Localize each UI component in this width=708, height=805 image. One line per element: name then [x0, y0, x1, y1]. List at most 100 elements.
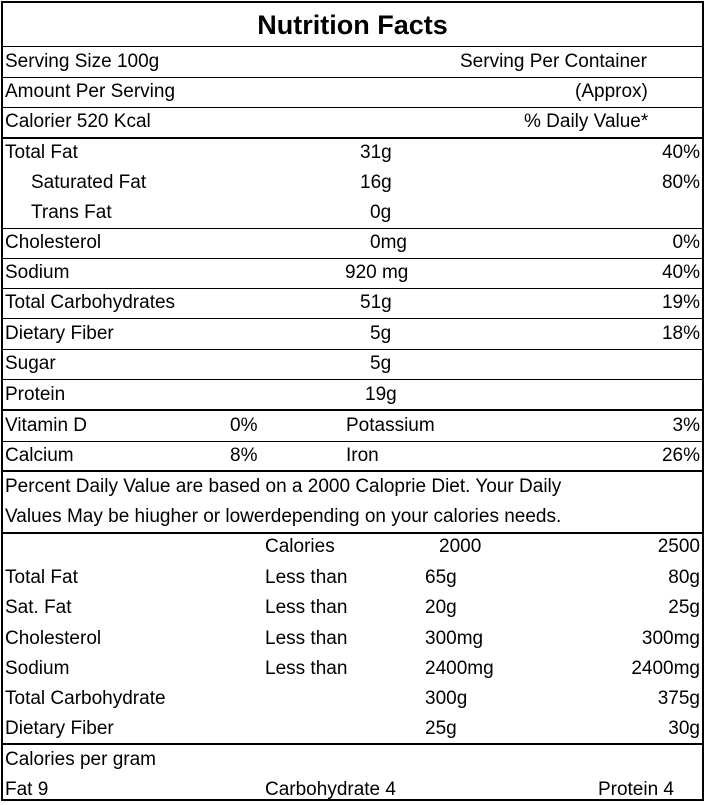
reference-value-2000: 2400mg: [425, 658, 494, 679]
nutrient-daily-value: 80%: [661, 172, 700, 193]
approx-note: (Approx): [575, 81, 648, 102]
divider: [3, 77, 702, 78]
nutrient-amount: 31g: [360, 142, 392, 163]
reference-value-2500: 300mg: [641, 628, 700, 649]
reference-limit: Less than: [265, 567, 348, 588]
amount-per-serving: Amount Per Serving: [5, 81, 176, 102]
divider: [3, 379, 702, 380]
nutrient-row: Trans Fat 0g: [3, 198, 702, 228]
thick-divider: [3, 532, 702, 534]
reference-row: Total Carbohydrate 300g 375g: [3, 684, 702, 714]
footnote-line: Values May be hiugher or lowerdepending …: [3, 502, 702, 532]
reference-row: Total Fat Less than 65g 80g: [3, 563, 702, 593]
nutrient-amount: 0g: [370, 202, 392, 223]
divider: [3, 228, 702, 229]
nutrient-daily-value: 40%: [661, 262, 700, 283]
servings-per-container: Serving Per Container: [460, 51, 647, 72]
vitamin-row: Vitamin D 0% Potassium 3%: [3, 411, 702, 441]
reference-limit: Less than: [265, 658, 348, 679]
reference-value-2500: 30g: [668, 718, 700, 739]
nutrient-name: Trans Fat: [31, 202, 112, 223]
reference-value-2000: 65g: [425, 567, 457, 588]
nutrient-amount: 51g: [360, 292, 392, 313]
nutrient-name: Sodium: [5, 262, 70, 283]
reference-nutrient: Total Carbohydrate: [5, 688, 166, 709]
reference-header-2000: 2000: [439, 536, 482, 557]
nutrient-row: Sugar 5g: [3, 349, 702, 379]
calories-per-gram-row: Calories per gram: [3, 745, 702, 775]
reference-value-2000: 25g: [425, 718, 457, 739]
reference-value-2000: 300mg: [425, 628, 484, 649]
reference-value-2500: 375g: [657, 688, 700, 709]
nutrient-name: Total Fat: [5, 142, 78, 163]
divider: [3, 107, 702, 108]
nutrient-name: Cholesterol: [5, 232, 102, 253]
nutrient-amount: 19g: [365, 384, 397, 405]
reference-nutrient: Sat. Fat: [5, 597, 72, 618]
vitamin-value: 8%: [230, 445, 258, 466]
protein-calories-per-gram: Protein 4: [597, 779, 674, 800]
mineral-name: Potassium: [346, 415, 435, 436]
reference-value-2000: 300g: [425, 688, 468, 709]
reference-row: Sat. Fat Less than 20g 25g: [3, 593, 702, 623]
serving-size-row: Serving Size 100g Serving Per Container: [3, 47, 702, 77]
nutrient-daily-value: 40%: [661, 142, 700, 163]
reference-limit: Less than: [265, 597, 348, 618]
reference-header-2500: 2500: [657, 536, 700, 557]
reference-nutrient: Dietary Fiber: [5, 718, 114, 739]
thick-divider: [3, 137, 702, 139]
nutrient-daily-value: 0%: [672, 232, 700, 253]
fat-calories-per-gram: Fat 9: [5, 779, 49, 800]
footnote-text: Percent Daily Value are based on a 2000 …: [5, 476, 562, 497]
nutrient-amount: 920 mg: [345, 262, 409, 283]
reference-value-2500: 80g: [668, 567, 700, 588]
mineral-value: 3%: [672, 415, 700, 436]
nutrient-amount: 5g: [370, 323, 392, 344]
nutrient-name: Protein: [5, 384, 66, 405]
reference-nutrient: Cholesterol: [5, 628, 102, 649]
nutrient-daily-value: 19%: [661, 292, 700, 313]
daily-value-header: % Daily Value*: [524, 111, 649, 132]
divider: [3, 258, 702, 259]
nutrient-name: Dietary Fiber: [5, 323, 114, 344]
nutrient-row: Total Fat 31g 40%: [3, 138, 702, 168]
nutrient-amount: 16g: [360, 172, 392, 193]
footnote-line: Percent Daily Value are based on a 2000 …: [3, 472, 702, 502]
carbohydrate-calories-per-gram: Carbohydrate 4: [265, 779, 396, 800]
vitamin-name: Calcium: [5, 445, 74, 466]
reference-nutrient: Sodium: [5, 658, 70, 679]
amount-per-serving-row: Amount Per Serving (Approx): [3, 77, 702, 107]
vitamin-value: 0%: [230, 415, 258, 436]
calories-per-gram-label: Calories per gram: [5, 749, 156, 770]
divider: [3, 318, 702, 319]
divider: [3, 441, 702, 442]
nutrient-row: Total Carbohydrates 51g 19%: [3, 288, 702, 318]
nutrient-row: Sodium 920 mg 40%: [3, 258, 702, 288]
footnote-text: Values May be hiugher or lowerdepending …: [5, 506, 562, 527]
nutrient-name: Saturated Fat: [31, 172, 147, 193]
calories-row: Calorier 520 Kcal % Daily Value*: [3, 107, 702, 137]
reference-value-2000: 20g: [425, 597, 457, 618]
nutrient-name: Sugar: [5, 353, 56, 374]
nutrient-amount: 0mg: [370, 232, 407, 253]
nutrient-row: Protein 19g: [3, 380, 702, 410]
nutrient-name: Total Carbohydrates: [5, 292, 176, 313]
reference-limit: Less than: [265, 628, 348, 649]
reference-row: Dietary Fiber 25g 30g: [3, 714, 702, 744]
reference-row: Cholesterol Less than 300mg 300mg: [3, 624, 702, 654]
nutrient-row: Cholesterol 0mg 0%: [3, 228, 702, 258]
calories-value: Calorier 520 Kcal: [5, 111, 151, 132]
nutrient-amount: 5g: [370, 353, 392, 374]
divider: [3, 288, 702, 289]
vitamin-row: Calcium 8% Iron 26%: [3, 441, 702, 471]
calories-per-gram-values: Fat 9 Carbohydrate 4 Protein 4: [3, 775, 702, 805]
reference-value-2500: 25g: [668, 597, 700, 618]
mineral-value: 26%: [661, 445, 700, 466]
thick-divider: [3, 470, 702, 472]
nutrient-row: Saturated Fat 16g 80%: [3, 168, 702, 198]
mineral-name: Iron: [346, 445, 379, 466]
thick-divider: [3, 743, 702, 745]
divider: [3, 46, 702, 47]
reference-row: Sodium Less than 2400mg 2400mg: [3, 654, 702, 684]
